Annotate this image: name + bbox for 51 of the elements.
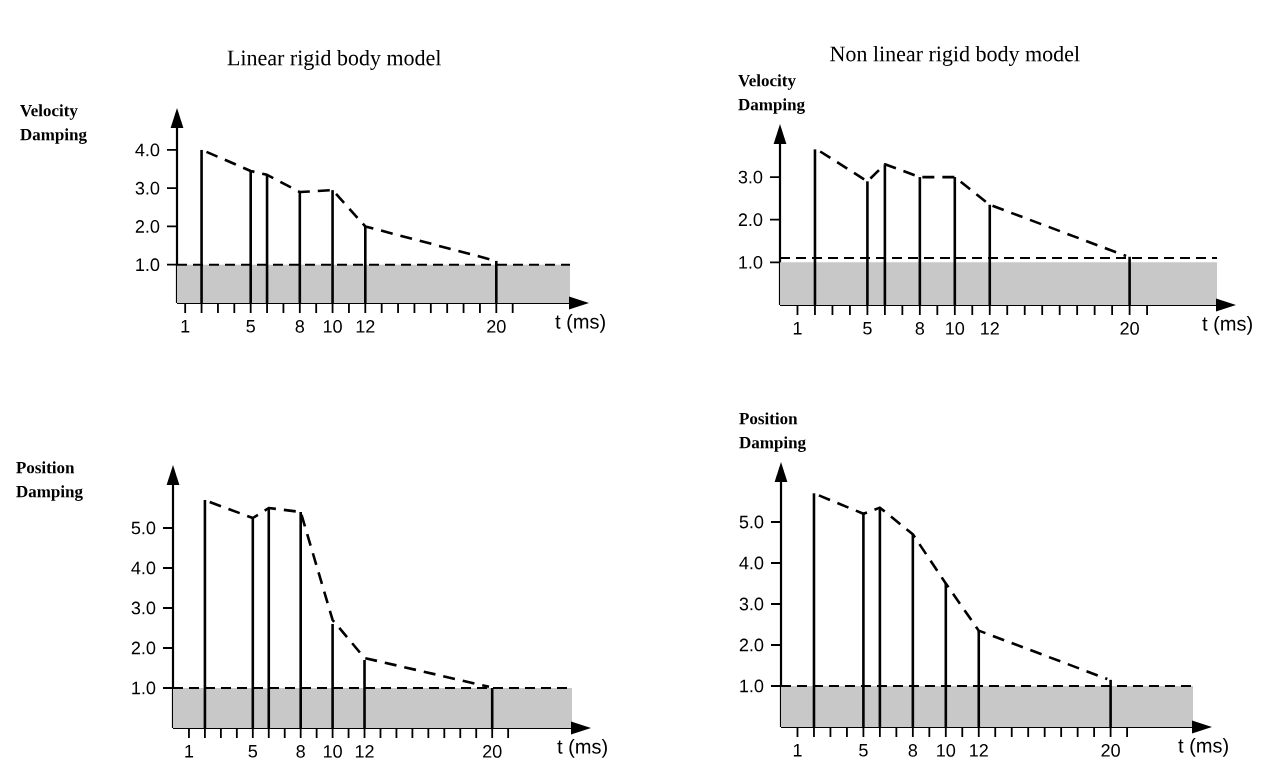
chart-title: Linear rigid body model (227, 49, 442, 70)
y-tick-label: 3.0 (131, 601, 156, 615)
y-tick-label: 3.0 (135, 181, 160, 195)
x-tick-label: 1 (793, 744, 802, 757)
y-tick-label: 5.0 (131, 521, 156, 535)
x-tick-label: 1 (185, 745, 194, 758)
y-tick-label: 4.0 (131, 561, 156, 575)
x-tick-label: 20 (487, 320, 506, 333)
x-tick-label: 1 (793, 322, 802, 335)
x-tick-label: 5 (246, 320, 255, 333)
x-tick-label: 20 (1101, 744, 1120, 757)
y-tick-label: 1.0 (136, 258, 160, 272)
y-tick-label: 2.0 (738, 213, 763, 227)
y-tick-label: 2.0 (135, 220, 160, 233)
x-tick-label: 5 (859, 744, 868, 757)
y-axis-title: Position Damping (739, 412, 806, 452)
y-axis-title: Velocity Damping (20, 104, 87, 144)
y-tick-label: 1.0 (132, 681, 156, 695)
x-tick-label: 20 (1120, 322, 1139, 335)
y-tick-label: 4.0 (739, 556, 764, 570)
x-tick-label: 20 (483, 745, 502, 758)
y-tick-label: 3.0 (739, 597, 764, 611)
x-axis-title: t (ms) (1178, 738, 1228, 757)
x-axis-title: t (ms) (1202, 316, 1252, 335)
y-axis-title: Velocity Damping (738, 74, 805, 114)
x-tick-label: 10 (323, 745, 342, 758)
x-axis-title: t (ms) (555, 314, 605, 333)
chart-title: Non linear rigid body model (830, 45, 1080, 66)
y-tick-label: 1.0 (740, 679, 764, 693)
x-tick-label: 10 (323, 320, 342, 333)
x-tick-label: 10 (946, 322, 965, 335)
x-tick-label: 12 (970, 744, 988, 757)
x-tick-label: 5 (863, 322, 872, 335)
y-tick-label: 2.0 (131, 641, 156, 655)
x-axis-title: t (ms) (557, 739, 607, 758)
x-tick-label: 8 (295, 320, 305, 333)
x-tick-label: 12 (356, 320, 375, 333)
x-tick-label: 8 (915, 322, 925, 335)
y-axis-title: Position Damping (16, 461, 83, 501)
x-tick-label: 1 (181, 320, 190, 333)
y-tick-label: 2.0 (739, 638, 764, 652)
y-tick-label: 1.0 (739, 255, 763, 269)
x-tick-label: 12 (981, 322, 999, 335)
x-tick-label: 12 (355, 745, 374, 758)
y-tick-label: 5.0 (739, 515, 764, 529)
x-tick-label: 8 (908, 744, 918, 757)
x-tick-label: 8 (296, 745, 305, 758)
y-tick-label: 3.0 (738, 170, 763, 184)
x-tick-label: 5 (248, 745, 258, 758)
x-tick-label: 10 (937, 744, 956, 757)
y-tick-label: 4.0 (135, 143, 160, 157)
